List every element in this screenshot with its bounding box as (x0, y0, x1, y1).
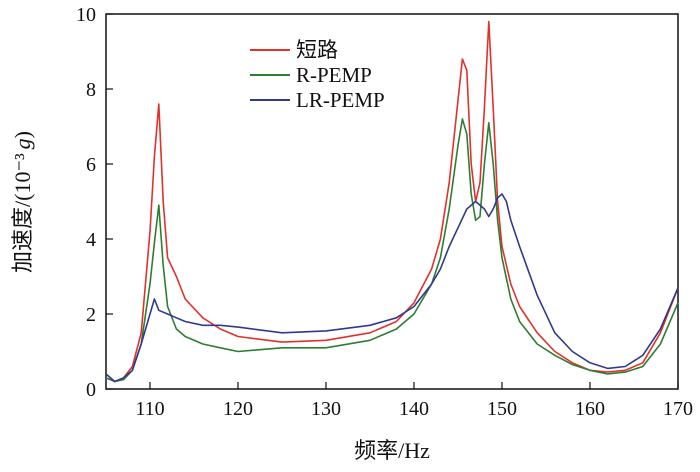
y-tick-label: 0 (86, 379, 96, 401)
y-tick-label: 8 (86, 79, 96, 101)
series-layer (105, 20, 679, 383)
x-tick-label: 110 (135, 398, 164, 420)
x-tick-label: 130 (311, 398, 341, 420)
y-tick-label: 2 (86, 304, 96, 326)
x-tick-label: 170 (663, 398, 693, 420)
x-tick-label: 150 (487, 398, 517, 420)
x-tick-label: 140 (399, 398, 429, 420)
y-tick-label: 6 (86, 154, 96, 176)
plot-frame (105, 13, 679, 390)
series-line-1 (105, 20, 679, 383)
series-line-3 (105, 193, 679, 383)
x-axis-title: 频率/Hz (354, 438, 430, 463)
legend-label-2: R-PEMP (296, 63, 372, 87)
y-axis-title-unit: g (10, 138, 35, 149)
y-axis-title-close: ) (10, 131, 35, 138)
y-axis-title: 加速度/(10⁻³ g) (10, 131, 35, 273)
series-line-2 (105, 118, 679, 383)
legend-label-3: LR-PEMP (296, 88, 385, 112)
legend-label-1: 短路 (296, 38, 338, 62)
x-tick-label: 160 (575, 398, 605, 420)
y-tick-label: 10 (76, 4, 96, 26)
y-tick-label: 4 (86, 229, 96, 251)
ticks-layer: 110 120 130 140 150 160 170 0 2 4 6 8 10 (76, 4, 693, 420)
x-tick-label: 120 (223, 398, 253, 420)
y-axis-title-main: 加速度/(10⁻³ (10, 153, 35, 273)
